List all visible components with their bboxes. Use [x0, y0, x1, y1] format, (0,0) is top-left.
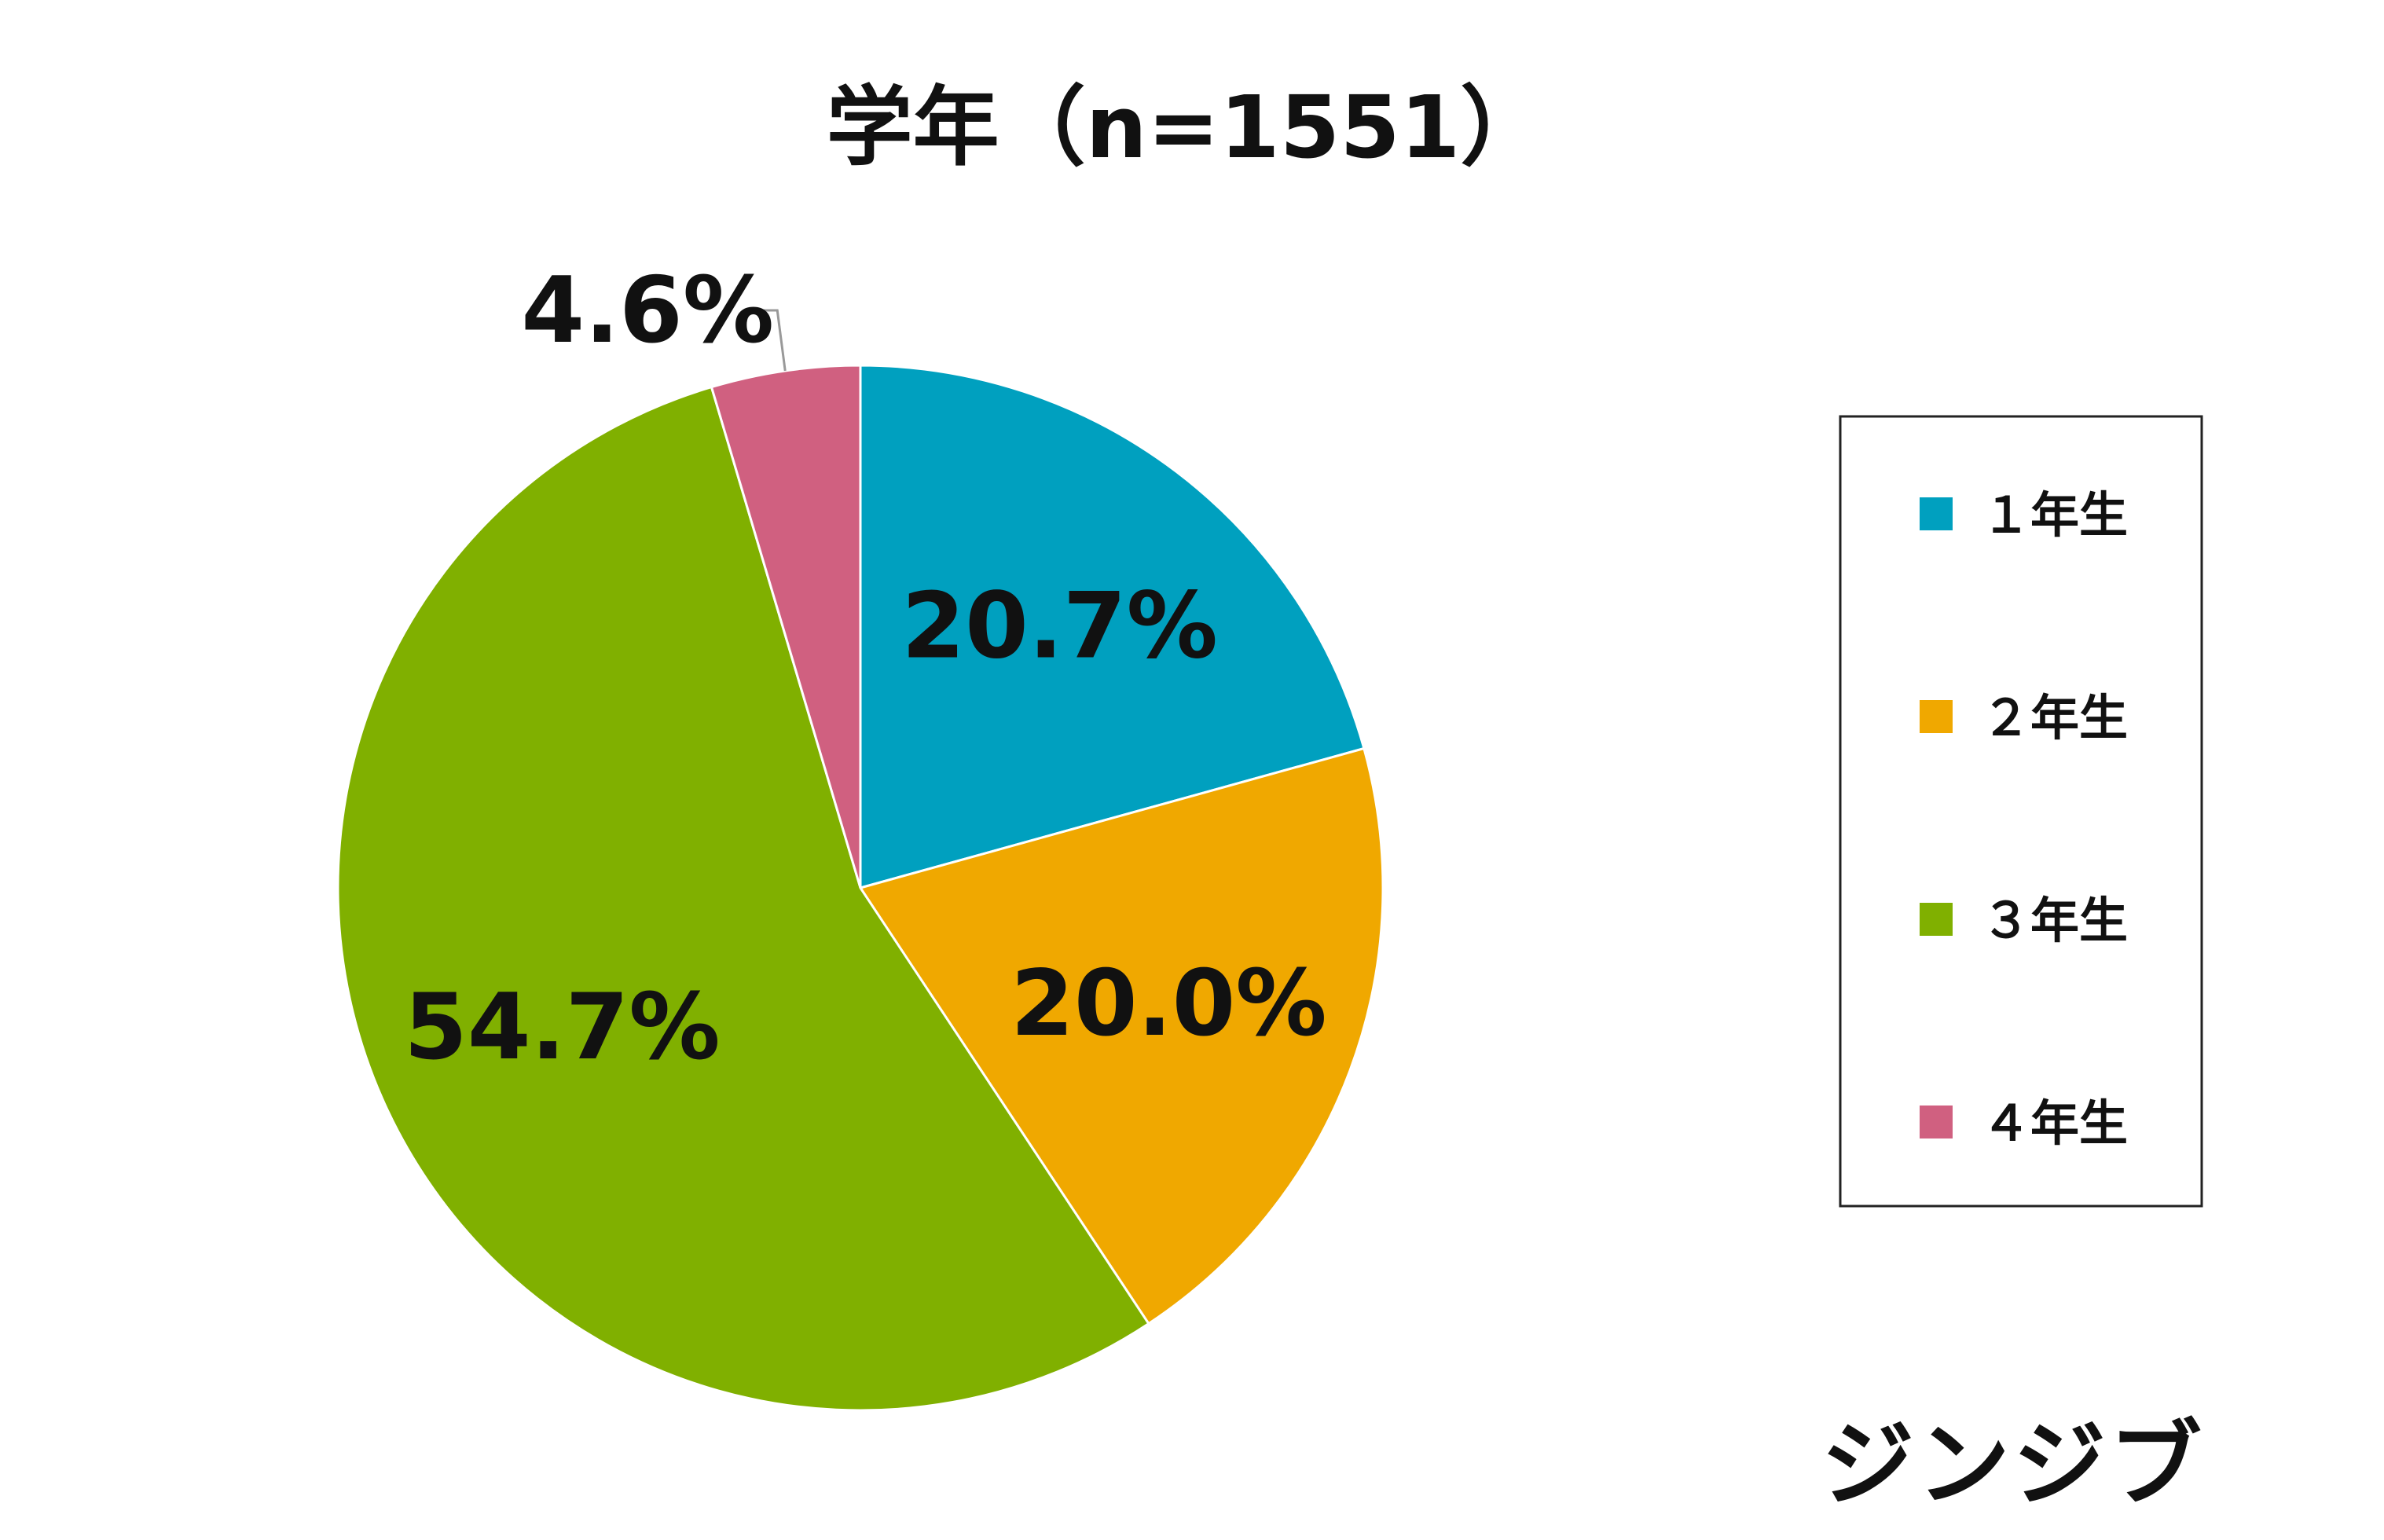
legend-label-1: １年生 — [1982, 486, 2128, 544]
legend-swatch-2 — [1920, 700, 1953, 733]
pie-slice-1 — [859, 364, 1366, 889]
data-label-2: 20.0% — [1010, 951, 1326, 1057]
leader-lines — [757, 309, 787, 372]
legend-label-2: ２年生 — [1982, 689, 2128, 746]
legend-label-4: ４年生 — [1982, 1094, 2128, 1152]
pie-slice-3 — [336, 385, 1150, 1412]
legend-box — [1839, 415, 2203, 1208]
legend-swatch-3 — [1920, 903, 1953, 936]
data-label-1: 20.7% — [901, 574, 1217, 680]
chart-title: 学年（n=1551） — [827, 77, 1547, 178]
pie-slices — [336, 364, 1385, 1412]
data-label-3: 54.7% — [404, 974, 720, 1080]
leader-line-4 — [757, 309, 787, 372]
pie-slice-2 — [858, 746, 1385, 1326]
pie-slice-4 — [710, 364, 862, 889]
brand-logo: ジンジブ — [1821, 1410, 2205, 1519]
legend-label-3: ３年生 — [1982, 892, 2128, 949]
legend-swatch-4 — [1920, 1106, 1953, 1138]
legend-swatch-1 — [1920, 497, 1953, 530]
data-label-4: 4.6% — [521, 258, 774, 364]
legend: １年生 ２年生 ３年生 ４年生 — [1839, 415, 2203, 1208]
data-labels: 20.7% 20.0% 54.7% 4.6% — [404, 258, 1326, 1080]
